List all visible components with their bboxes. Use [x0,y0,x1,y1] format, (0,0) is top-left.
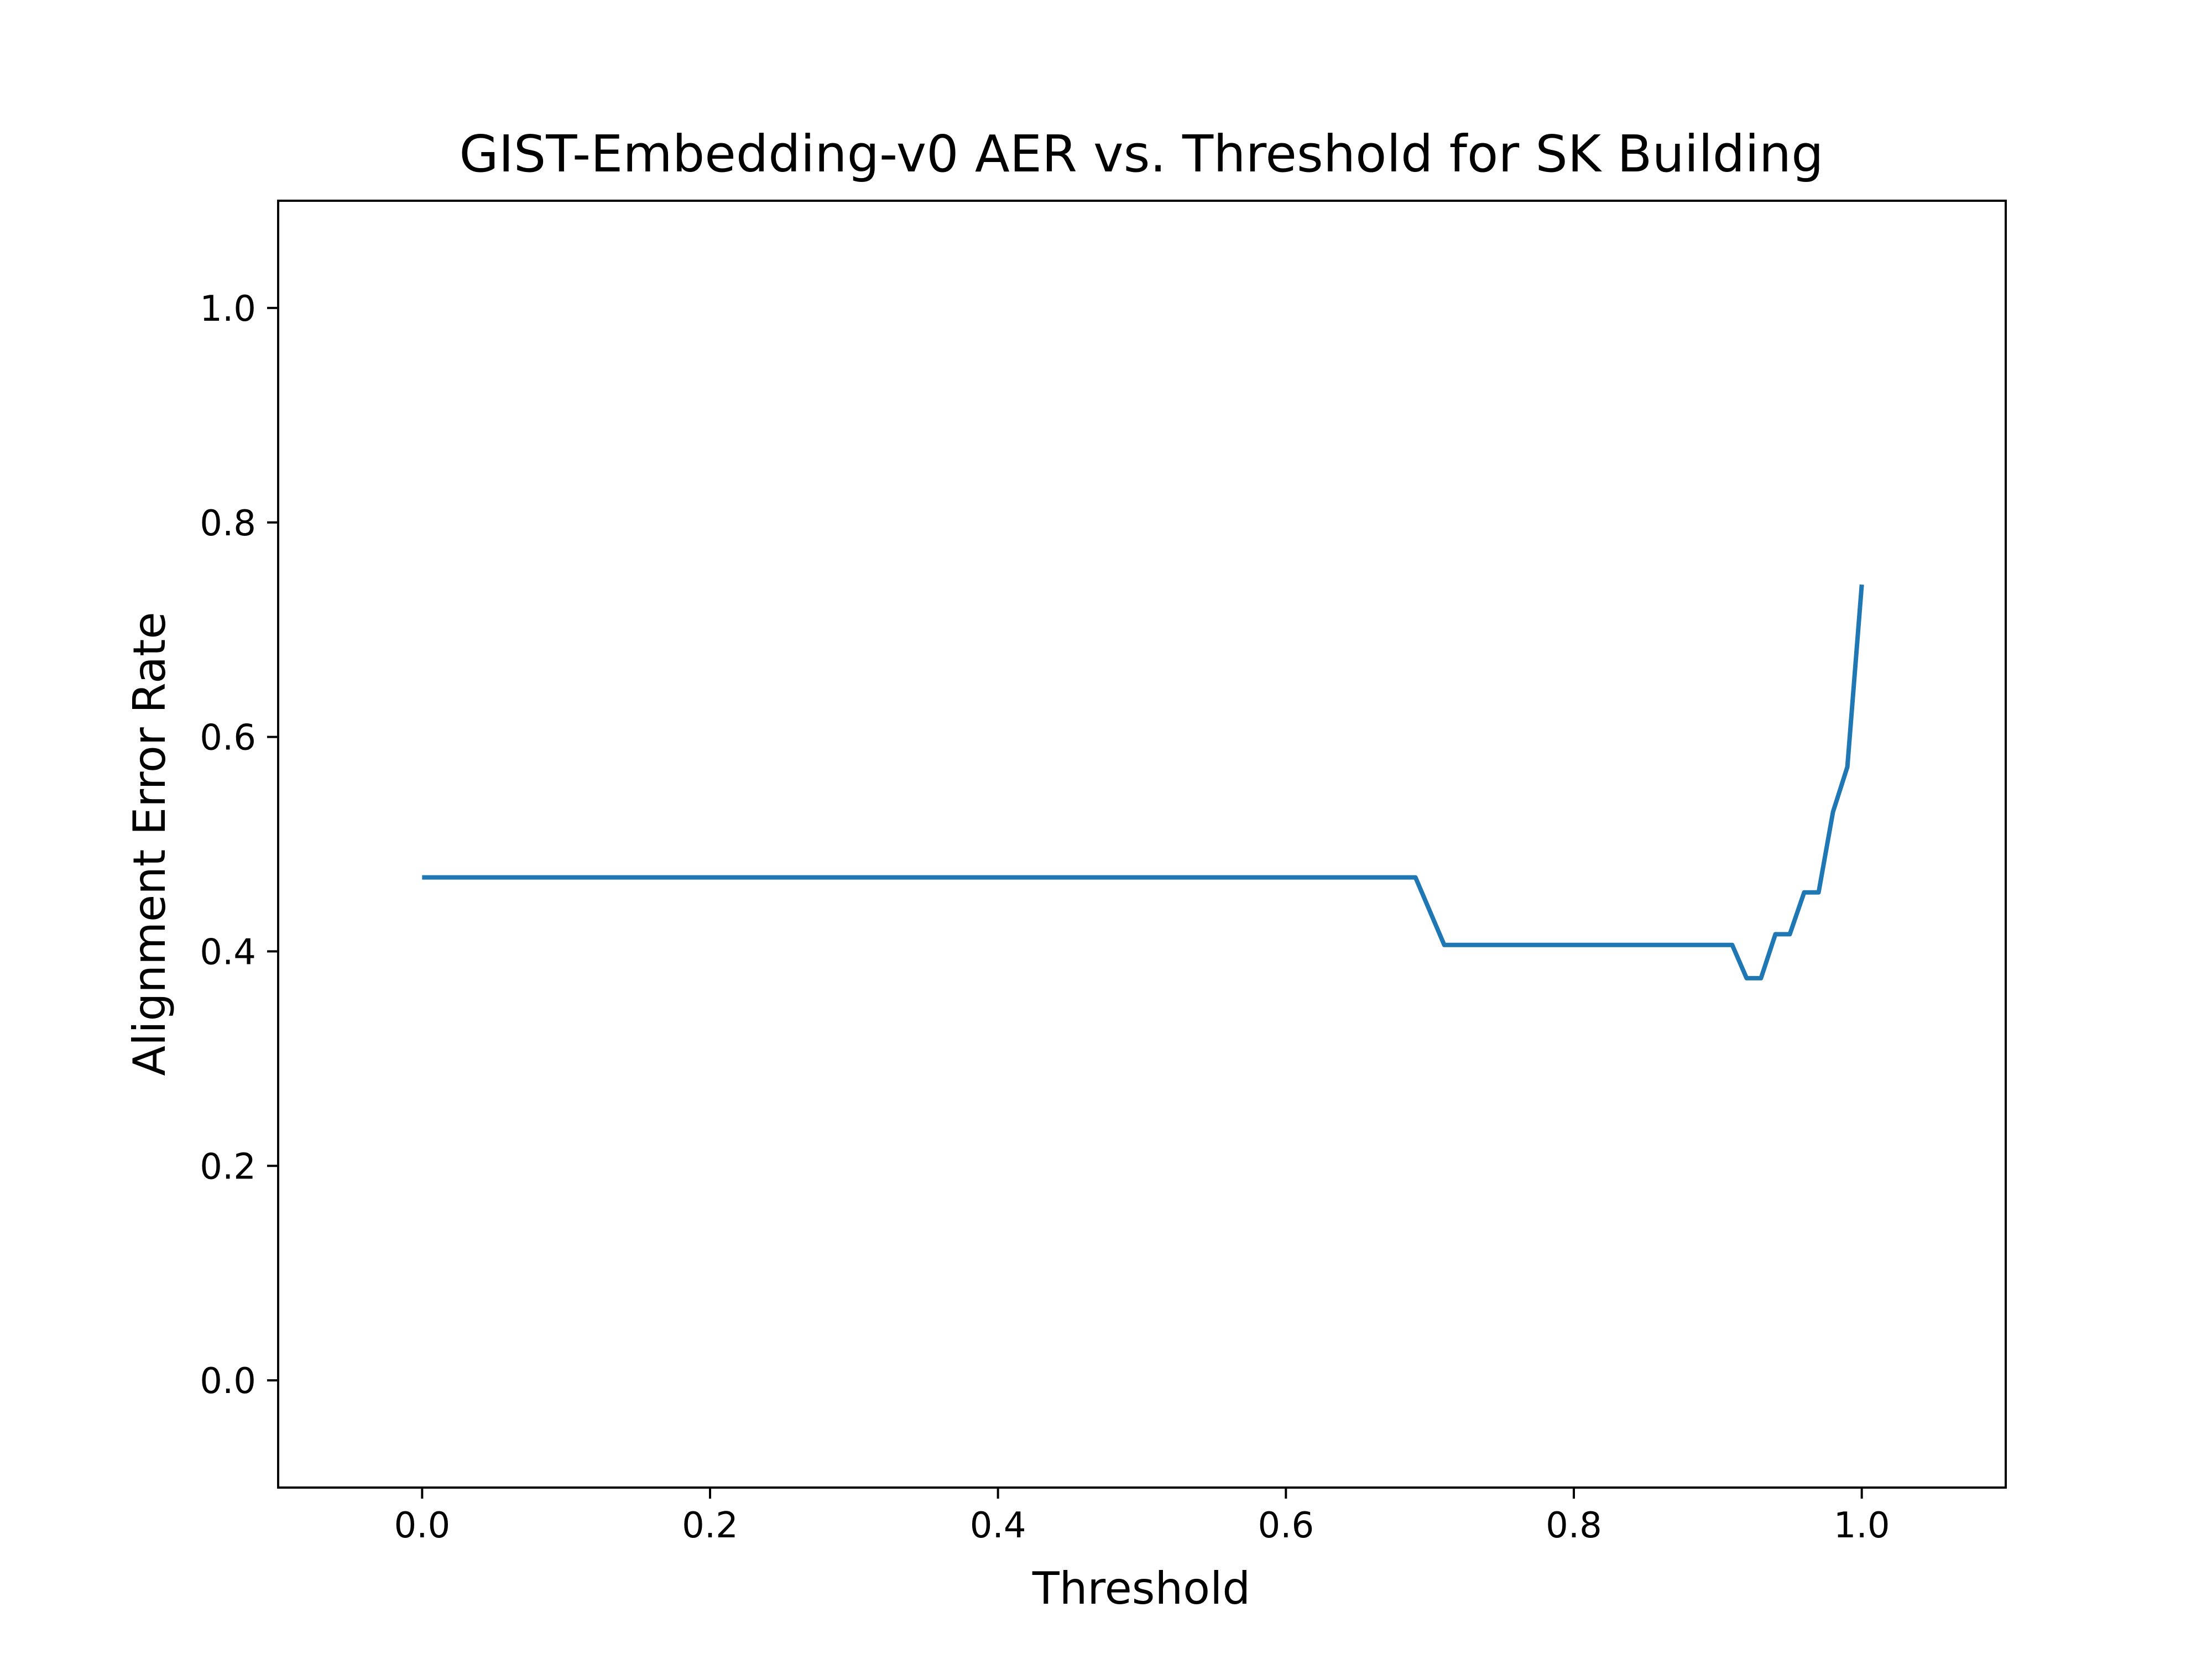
y-tick-label: 0.8 [200,503,256,544]
y-tick-label: 0.0 [200,1361,256,1402]
x-axis: 0.0 0.2 0.4 0.6 0.8 1.0 [394,1488,1890,1546]
x-tick-label: 1.0 [1834,1505,1890,1546]
plot-area [422,584,1864,980]
y-axis-label: Alignment Error Rate [124,612,175,1076]
x-tick-label: 0.2 [682,1505,738,1546]
series-line-0 [422,584,1864,980]
plot-frame [277,200,2007,1489]
y-tick-label: 1.0 [200,289,256,330]
x-tick-label: 0.6 [1258,1505,1314,1546]
y-tick-label: 0.4 [200,932,256,973]
x-tick-label: 0.4 [970,1505,1026,1546]
x-tick-label: 0.0 [394,1505,450,1546]
x-tick-label: 0.8 [1546,1505,1602,1546]
chart-title: GIST-Embedding-v0 AER vs. Threshold for … [459,124,1823,184]
y-tick-label: 0.6 [200,718,256,759]
y-axis: 0.0 0.2 0.4 0.6 0.8 1.0 [200,289,278,1402]
x-axis-label: Threshold [1032,1563,1250,1614]
y-tick-label: 0.2 [200,1146,256,1187]
